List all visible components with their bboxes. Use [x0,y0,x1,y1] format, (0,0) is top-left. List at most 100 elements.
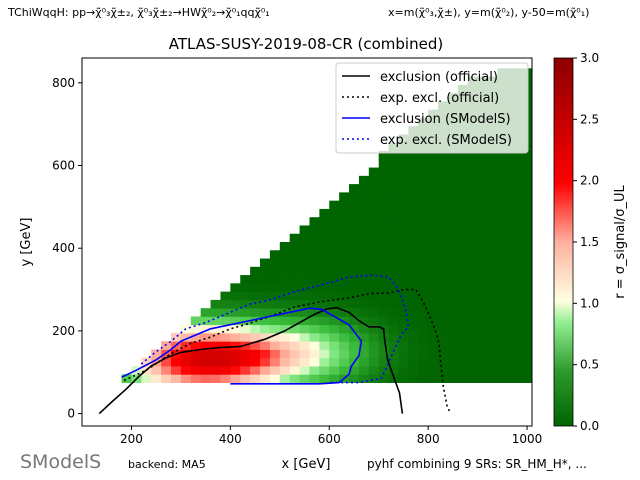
heatmap-cell [487,200,498,210]
heatmap-cell [467,242,479,251]
heatmap-cell [527,184,532,193]
heatmap-cell [388,291,399,301]
heatmap-cell [329,233,340,243]
heatmap-cell [210,374,221,383]
heatmap-cell [230,316,241,326]
heatmap-cell [507,308,518,317]
heatmap-cell [358,299,370,309]
legend: exclusion (official) exp. excl. (officia… [335,62,529,154]
heatmap-cell [457,258,469,268]
heatmap-cell [339,233,350,243]
heatmap-cell [418,217,429,226]
heatmap-cell [329,217,340,226]
heatmap-cell [339,299,350,309]
heatmap-cell [398,349,409,359]
heatmap-cell [220,366,231,375]
heatmap-cell [151,349,162,359]
heatmap-cell [507,200,518,210]
heatmap-cell [477,225,488,235]
heatmap-cell [319,208,330,218]
heatmap-cell [190,324,202,334]
heatmap-cell [438,250,449,259]
heatmap-cell [368,242,380,251]
heatmap-cell [447,357,459,367]
heatmap-cell [368,175,380,185]
heatmap-cell [279,374,291,383]
heatmap-cell [408,225,419,235]
heatmap-cell [220,349,231,359]
heatmap-cell [447,175,459,185]
heatmap-cell [358,266,370,276]
heatmap-cell [467,316,479,326]
heatmap-cell [467,208,479,218]
heatmap-cell [527,200,532,210]
heatmap-cell [447,225,459,235]
heatmap-cell [398,208,409,218]
heatmap-cell [161,374,172,383]
heatmap-cell [438,283,449,293]
heatmap-cell [447,242,459,251]
heatmap-cell [497,250,508,259]
heatmap-cell [517,250,528,259]
heatmap-cell [339,308,350,317]
heatmap-cell [517,225,528,235]
heatmap-cell [477,242,488,251]
heatmap-cell [497,200,508,210]
heatmap-cell [428,242,439,251]
heatmap-cell [497,233,508,243]
heatmap-cell [517,233,528,243]
heatmap-cell [457,374,469,383]
x-axis: 200 400 600 800 1000 [120,426,542,446]
heatmap-cell [428,357,439,367]
heatmap-cell [329,266,340,276]
y-tick-label: 0 [67,407,75,421]
heatmap-cell [408,159,419,168]
heatmap-cell [319,299,330,309]
heatmap-cell [497,167,508,177]
heatmap-cell [378,233,389,243]
y-tick-label: 600 [52,159,75,173]
heatmap-cell [240,316,251,326]
heatmap-cell [289,299,300,309]
heatmap-cell [358,349,370,359]
heatmap-cell [368,167,380,177]
heatmap-cell [319,275,330,284]
heatmap-cell [527,258,532,268]
heatmap-cell [398,374,409,383]
heatmap-cell [210,349,221,359]
heatmap-cell [230,366,241,375]
y-tick-label: 800 [52,76,75,90]
heatmap-cell [527,117,532,127]
heatmap-cell [527,126,532,135]
heatmap-cell [200,349,211,359]
heatmap-cell [517,357,528,367]
heatmap-cell [250,349,261,359]
heatmap-cell [428,349,439,359]
heatmap-cell [279,324,291,334]
heatmap-cell [279,266,291,276]
heatmap-cell [527,341,532,350]
y-axis-label: y [GeV] [19,218,34,267]
heatmap-cell [457,159,469,168]
heatmap-cell [250,291,261,301]
heatmap-cell [497,275,508,284]
heatmap-cell [527,275,532,284]
heatmap-cell [289,324,300,334]
heatmap-cell [507,374,518,383]
heatmap-cell [467,308,479,317]
heatmap-cell [378,349,389,359]
heatmap-cell [200,308,211,317]
heatmap-cell [408,324,419,334]
heatmap-cell [408,200,419,210]
heatmap-cell [279,242,291,251]
heatmap-cell [497,184,508,193]
heatmap-cell [467,374,479,383]
heatmap-cell [349,341,360,350]
heatmap-cell [527,76,532,86]
heatmap-cell [527,142,532,152]
heatmap-cell [487,366,498,375]
heatmap-cell [368,341,380,350]
x-tick-label: 400 [219,432,242,446]
heatmap-cell [447,258,459,268]
heatmap-cell [477,316,488,326]
